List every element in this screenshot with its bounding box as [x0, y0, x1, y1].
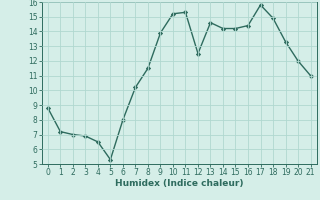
X-axis label: Humidex (Indice chaleur): Humidex (Indice chaleur) [115, 179, 244, 188]
